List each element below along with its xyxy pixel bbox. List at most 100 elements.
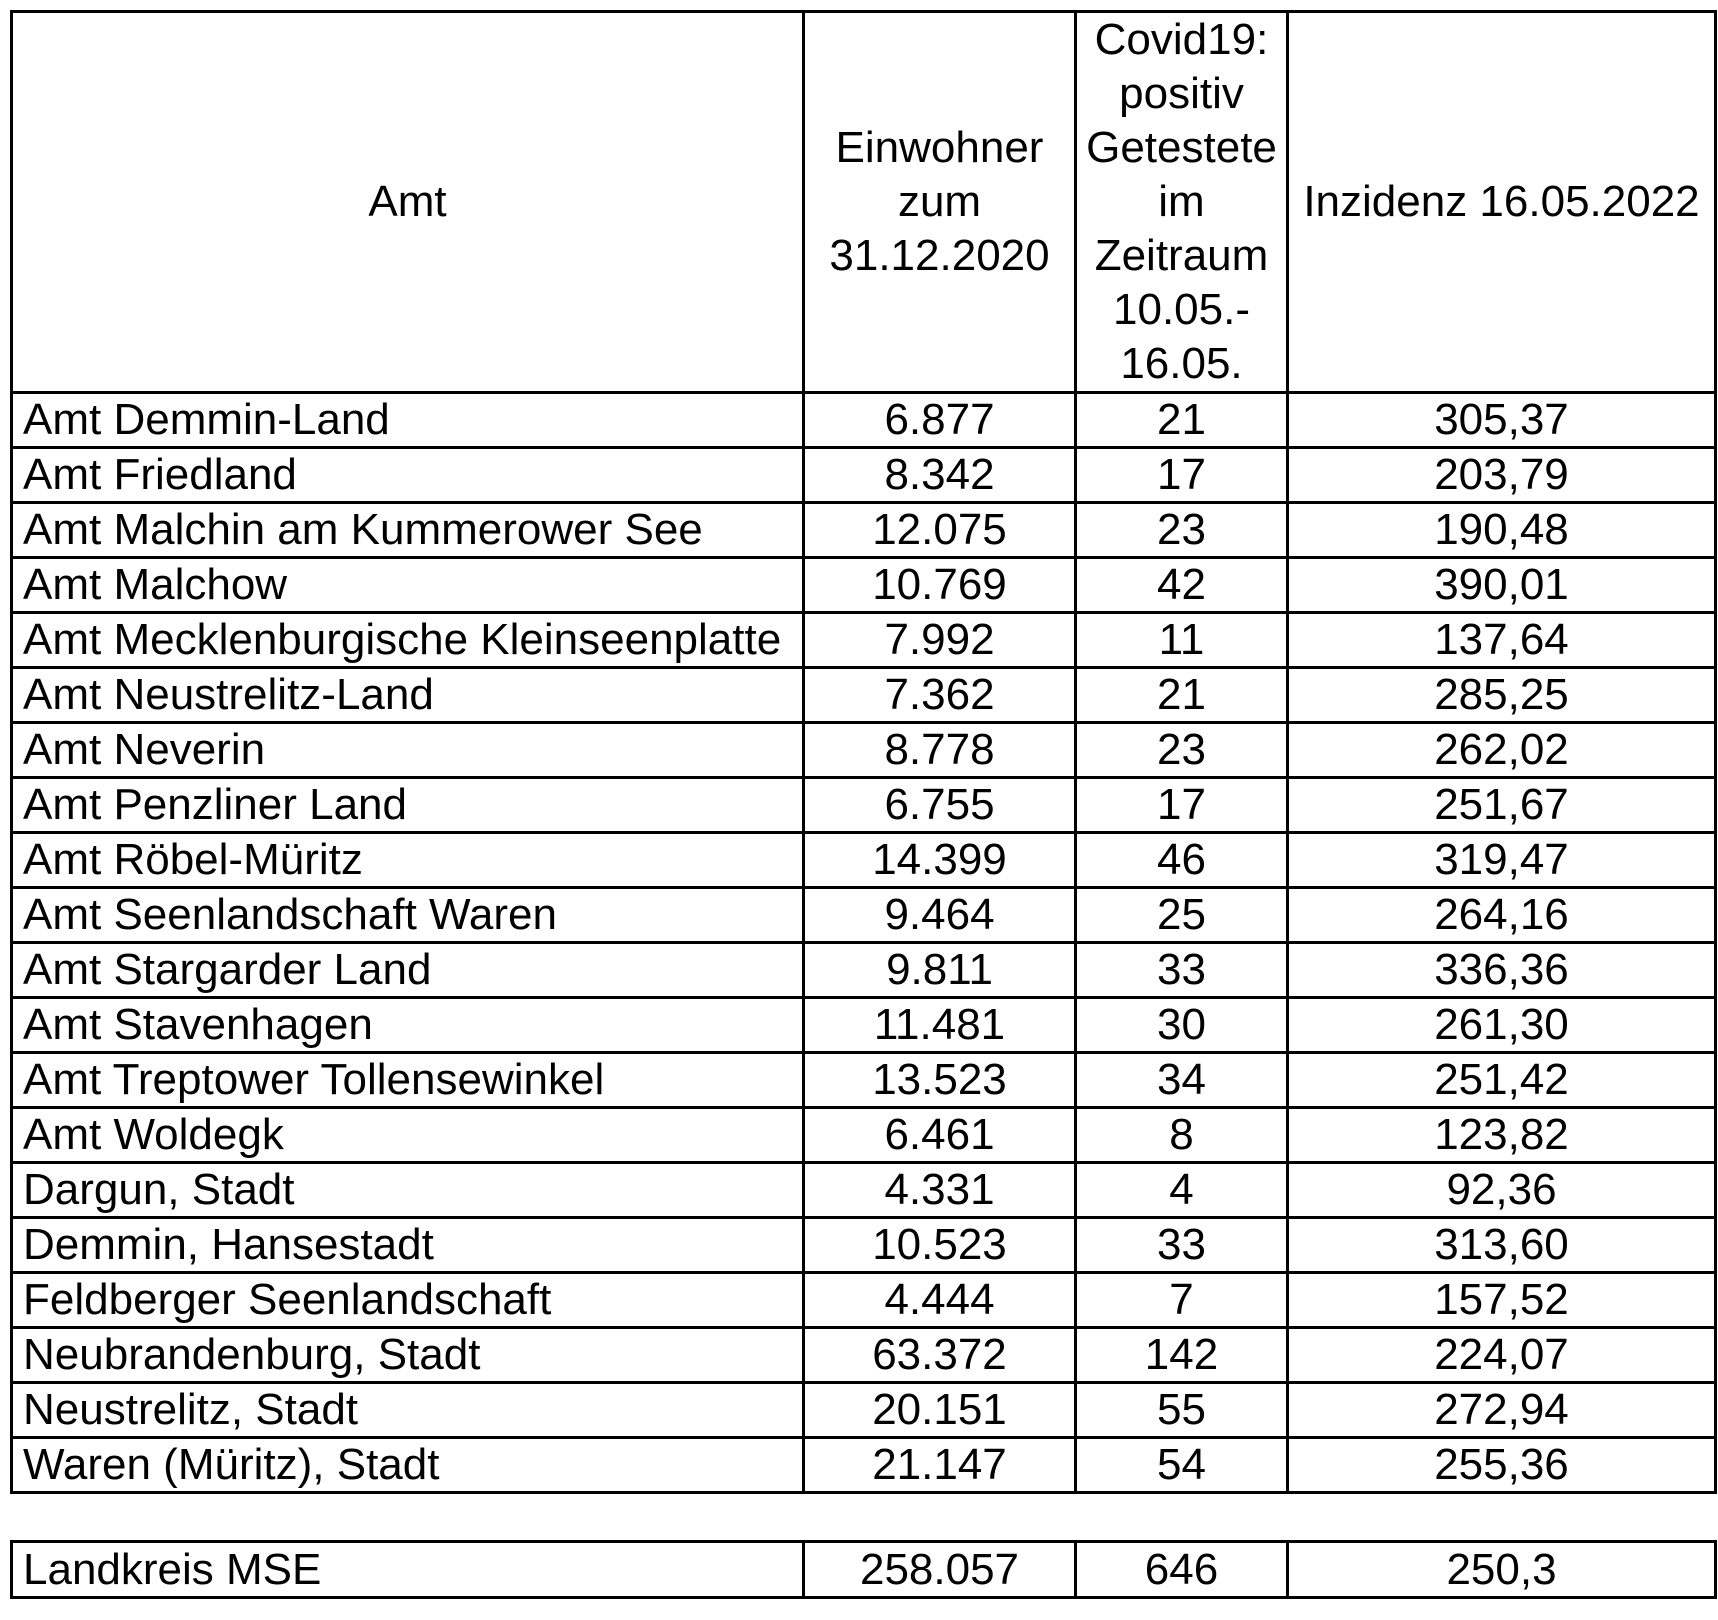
cell-amt: Amt Röbel-Müritz bbox=[10, 831, 805, 889]
cell-einwohner: 9.811 bbox=[802, 941, 1077, 999]
cell-einwohner: 6.755 bbox=[802, 776, 1077, 834]
cell-inzidenz: 203,79 bbox=[1286, 446, 1717, 504]
cell-amt: Amt Demmin-Land bbox=[10, 391, 805, 449]
cell-getestete: 33 bbox=[1074, 1216, 1289, 1274]
table-row: Amt Penzliner Land 6.755 17 251,67 bbox=[10, 776, 1717, 834]
cell-getestete: 21 bbox=[1074, 391, 1289, 449]
cell-getestete: 8 bbox=[1074, 1106, 1289, 1164]
cell-amt: Amt Neustrelitz-Land bbox=[10, 666, 805, 724]
cell-amt: Feldberger Seenlandschaft bbox=[10, 1271, 805, 1329]
cell-inzidenz: 255,36 bbox=[1286, 1436, 1717, 1494]
cell-inzidenz: 390,01 bbox=[1286, 556, 1717, 614]
cell-getestete: 17 bbox=[1074, 776, 1289, 834]
table-row: Neubrandenburg, Stadt 63.372 142 224,07 bbox=[10, 1326, 1717, 1384]
cell-inzidenz: 137,64 bbox=[1286, 611, 1717, 669]
cell-inzidenz: 92,36 bbox=[1286, 1161, 1717, 1219]
table-row: Amt Röbel-Müritz 14.399 46 319,47 bbox=[10, 831, 1717, 889]
cell-inzidenz: 157,52 bbox=[1286, 1271, 1717, 1329]
cell-inzidenz: 319,47 bbox=[1286, 831, 1717, 889]
summary-cell-landkreis: Landkreis MSE bbox=[10, 1540, 805, 1599]
cell-einwohner: 6.461 bbox=[802, 1106, 1077, 1164]
cell-einwohner: 7.362 bbox=[802, 666, 1077, 724]
header-row: Amt Einwohner zum 31.12.2020 Covid19: po… bbox=[10, 10, 1717, 394]
cell-getestete: 42 bbox=[1074, 556, 1289, 614]
table-row: Amt Friedland 8.342 17 203,79 bbox=[10, 446, 1717, 504]
cell-amt: Amt Neverin bbox=[10, 721, 805, 779]
cell-einwohner: 14.399 bbox=[802, 831, 1077, 889]
cell-inzidenz: 251,67 bbox=[1286, 776, 1717, 834]
table-row: Amt Neustrelitz-Land 7.362 21 285,25 bbox=[10, 666, 1717, 724]
cell-amt: Amt Stavenhagen bbox=[10, 996, 805, 1054]
cell-inzidenz: 272,94 bbox=[1286, 1381, 1717, 1439]
table-row: Amt Mecklenburgische Kleinseenplatte 7.9… bbox=[10, 611, 1717, 669]
cell-getestete: 30 bbox=[1074, 996, 1289, 1054]
cell-amt: Amt Malchow bbox=[10, 556, 805, 614]
cell-getestete: 142 bbox=[1074, 1326, 1289, 1384]
column-header-covid-getestete: Covid19: positiv Getestete im Zeitraum 1… bbox=[1074, 10, 1289, 394]
cell-einwohner: 8.342 bbox=[802, 446, 1077, 504]
cell-inzidenz: 224,07 bbox=[1286, 1326, 1717, 1384]
cell-getestete: 46 bbox=[1074, 831, 1289, 889]
cell-getestete: 23 bbox=[1074, 501, 1289, 559]
cell-getestete: 23 bbox=[1074, 721, 1289, 779]
cell-getestete: 33 bbox=[1074, 941, 1289, 999]
summary-row: Landkreis MSE 258.057 646 250,3 bbox=[10, 1540, 1717, 1599]
cell-einwohner: 12.075 bbox=[802, 501, 1077, 559]
cell-amt: Amt Penzliner Land bbox=[10, 776, 805, 834]
cell-amt: Amt Treptower Tollensewinkel bbox=[10, 1051, 805, 1109]
cell-amt: Neubrandenburg, Stadt bbox=[10, 1326, 805, 1384]
summary-cell-inzidenz: 250,3 bbox=[1286, 1540, 1717, 1599]
cell-einwohner: 6.877 bbox=[802, 391, 1077, 449]
cell-getestete: 34 bbox=[1074, 1051, 1289, 1109]
cell-getestete: 25 bbox=[1074, 886, 1289, 944]
cell-inzidenz: 262,02 bbox=[1286, 721, 1717, 779]
summary-cell-getestete: 646 bbox=[1074, 1540, 1289, 1599]
cell-inzidenz: 251,42 bbox=[1286, 1051, 1717, 1109]
cell-getestete: 7 bbox=[1074, 1271, 1289, 1329]
table-row: Neustrelitz, Stadt 20.151 55 272,94 bbox=[10, 1381, 1717, 1439]
cell-amt: Amt Woldegk bbox=[10, 1106, 805, 1164]
cell-getestete: 11 bbox=[1074, 611, 1289, 669]
cell-getestete: 55 bbox=[1074, 1381, 1289, 1439]
table-row: Feldberger Seenlandschaft 4.444 7 157,52 bbox=[10, 1271, 1717, 1329]
cell-amt: Dargun, Stadt bbox=[10, 1161, 805, 1219]
table-row: Amt Malchow 10.769 42 390,01 bbox=[10, 556, 1717, 614]
table-row: Demmin, Hansestadt 10.523 33 313,60 bbox=[10, 1216, 1717, 1274]
cell-getestete: 17 bbox=[1074, 446, 1289, 504]
column-header-amt: Amt bbox=[10, 10, 805, 394]
cell-einwohner: 7.992 bbox=[802, 611, 1077, 669]
table-row: Amt Malchin am Kummerower See 12.075 23 … bbox=[10, 501, 1717, 559]
cell-amt: Amt Seenlandschaft Waren bbox=[10, 886, 805, 944]
cell-inzidenz: 336,36 bbox=[1286, 941, 1717, 999]
cell-amt: Waren (Müritz), Stadt bbox=[10, 1436, 805, 1494]
table-row: Amt Neverin 8.778 23 262,02 bbox=[10, 721, 1717, 779]
cell-einwohner: 21.147 bbox=[802, 1436, 1077, 1494]
table-row: Amt Stargarder Land 9.811 33 336,36 bbox=[10, 941, 1717, 999]
summary-table: Landkreis MSE 258.057 646 250,3 bbox=[10, 1540, 1717, 1599]
cell-einwohner: 9.464 bbox=[802, 886, 1077, 944]
table-row: Amt Stavenhagen 11.481 30 261,30 bbox=[10, 996, 1717, 1054]
cell-getestete: 54 bbox=[1074, 1436, 1289, 1494]
summary-cell-einwohner: 258.057 bbox=[802, 1540, 1077, 1599]
table-row: Waren (Müritz), Stadt 21.147 54 255,36 bbox=[10, 1436, 1717, 1494]
cell-einwohner: 13.523 bbox=[802, 1051, 1077, 1109]
cell-einwohner: 4.331 bbox=[802, 1161, 1077, 1219]
cell-einwohner: 63.372 bbox=[802, 1326, 1077, 1384]
cell-inzidenz: 305,37 bbox=[1286, 391, 1717, 449]
cell-einwohner: 4.444 bbox=[802, 1271, 1077, 1329]
cell-inzidenz: 190,48 bbox=[1286, 501, 1717, 559]
cell-getestete: 21 bbox=[1074, 666, 1289, 724]
cell-amt: Amt Friedland bbox=[10, 446, 805, 504]
cell-inzidenz: 123,82 bbox=[1286, 1106, 1717, 1164]
cell-amt: Demmin, Hansestadt bbox=[10, 1216, 805, 1274]
cell-einwohner: 20.151 bbox=[802, 1381, 1077, 1439]
cell-inzidenz: 313,60 bbox=[1286, 1216, 1717, 1274]
cell-einwohner: 10.523 bbox=[802, 1216, 1077, 1274]
cell-einwohner: 8.778 bbox=[802, 721, 1077, 779]
table-row: Dargun, Stadt 4.331 4 92,36 bbox=[10, 1161, 1717, 1219]
cell-inzidenz: 264,16 bbox=[1286, 886, 1717, 944]
column-header-inzidenz: Inzidenz 16.05.2022 bbox=[1286, 10, 1717, 394]
column-header-einwohner: Einwohner zum 31.12.2020 bbox=[802, 10, 1077, 394]
table-row: Amt Treptower Tollensewinkel 13.523 34 2… bbox=[10, 1051, 1717, 1109]
